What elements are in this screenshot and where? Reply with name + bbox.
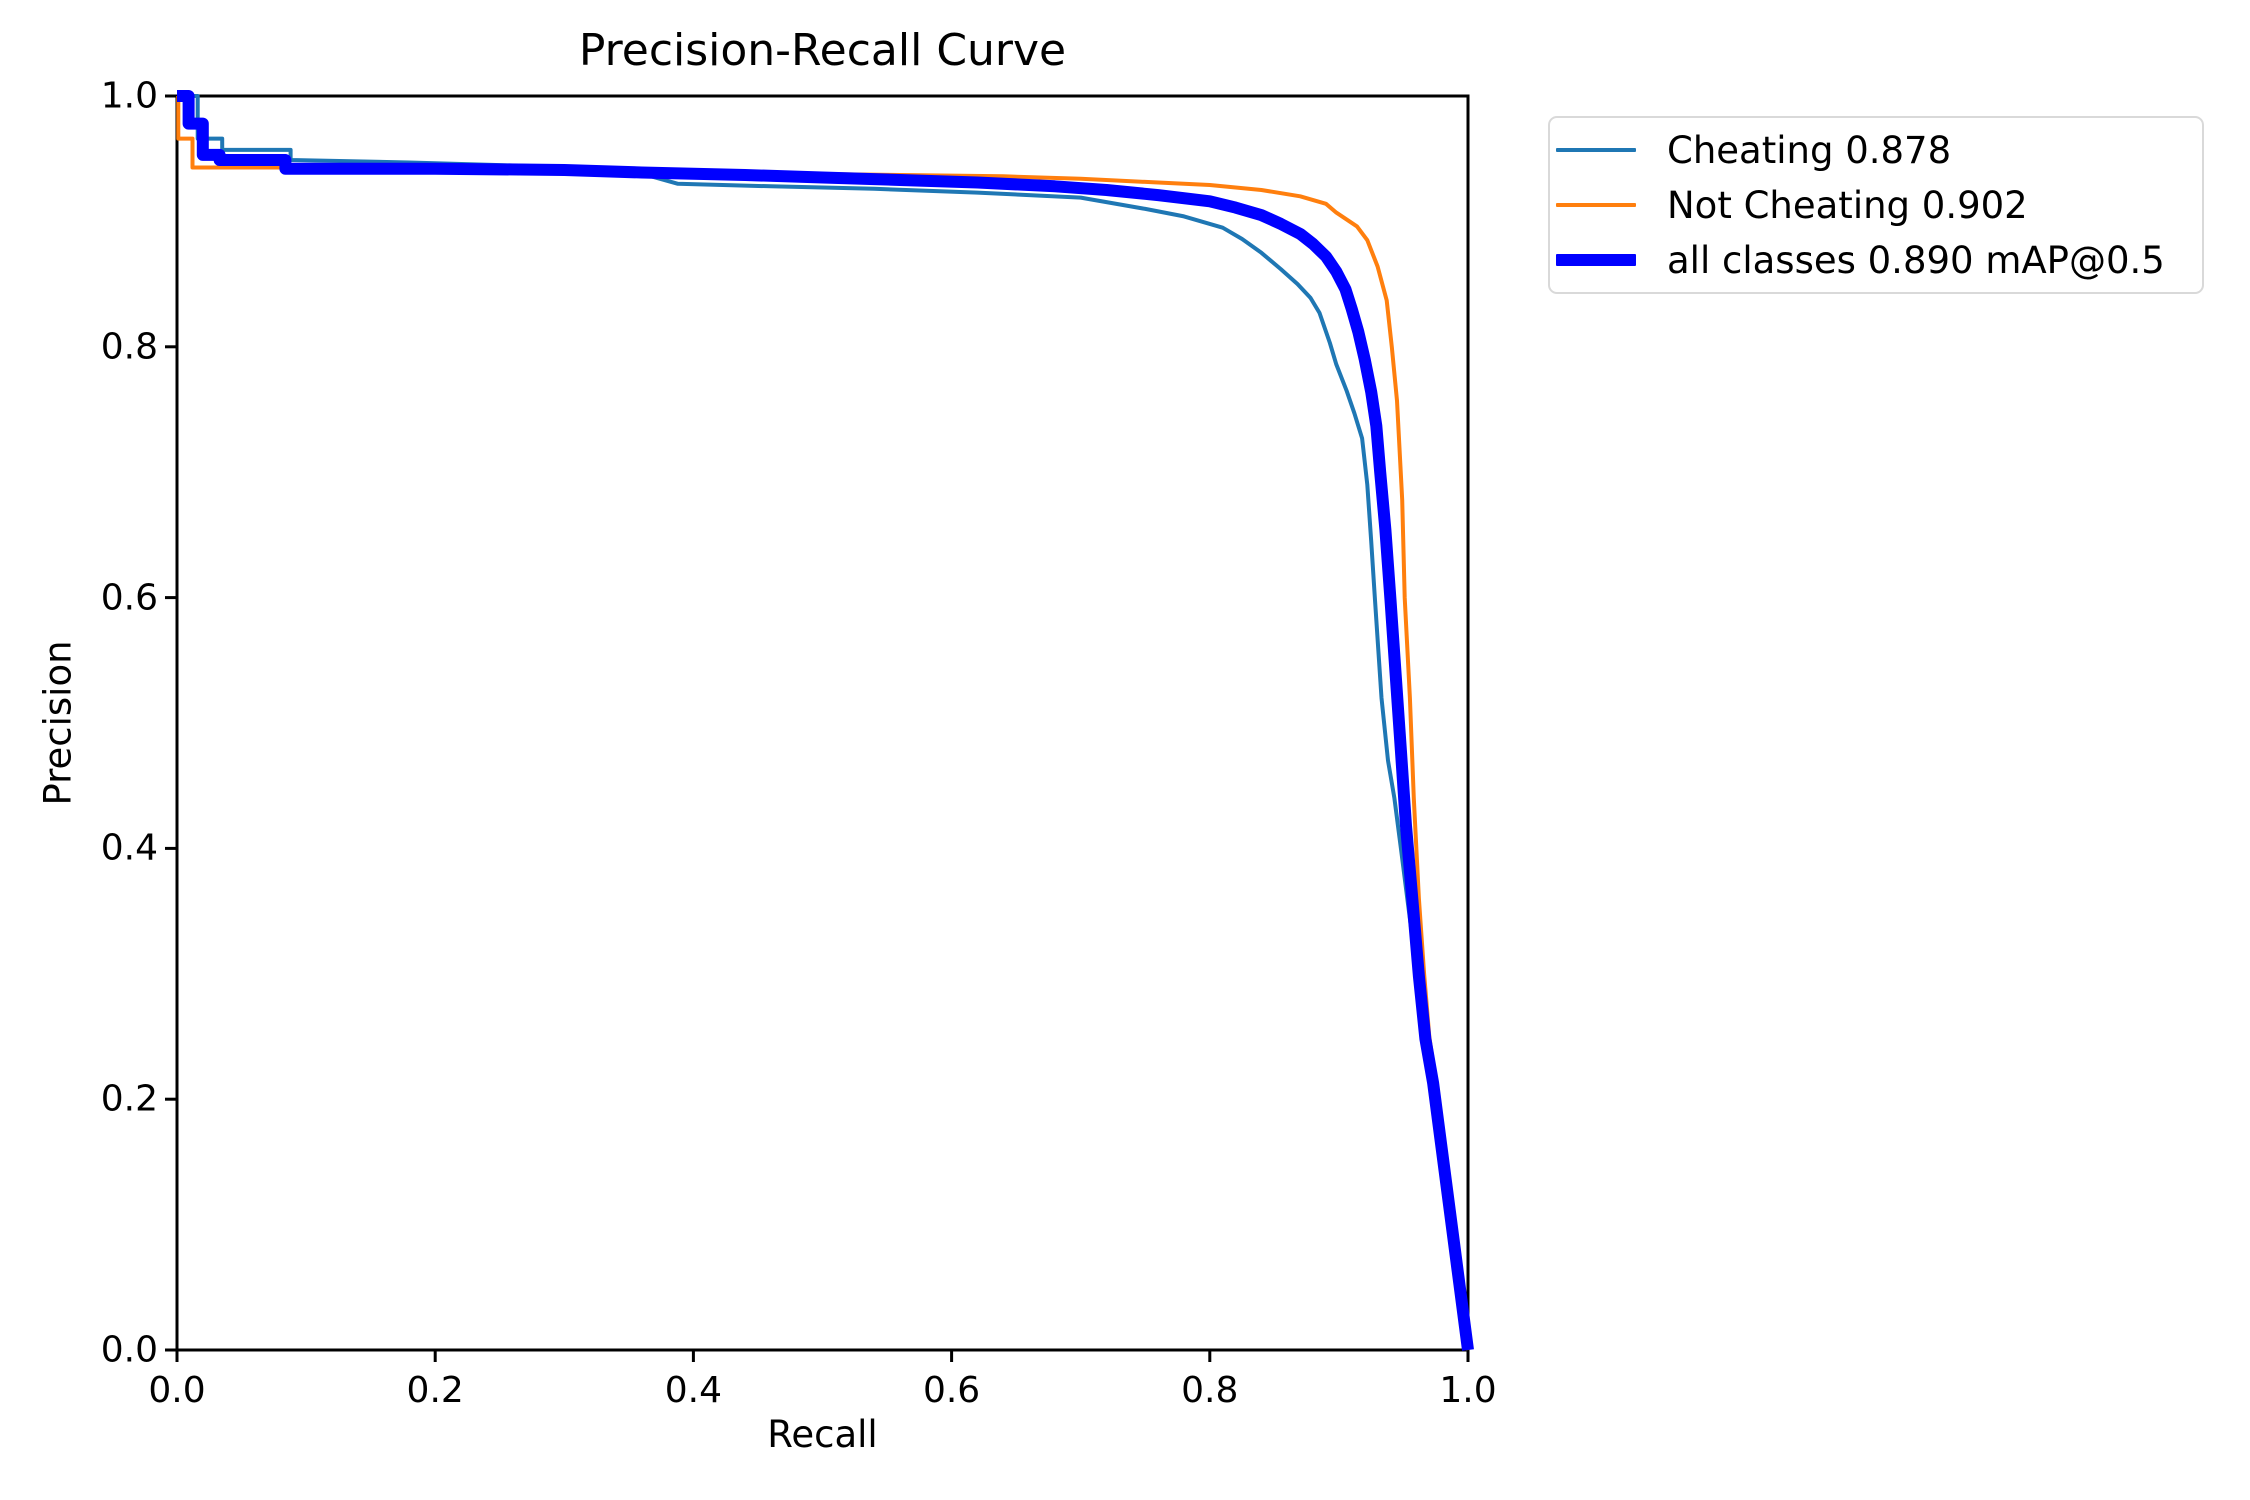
legend-label: Not Cheating 0.902 bbox=[1667, 183, 2028, 227]
x-axis-label: Recall bbox=[767, 1413, 878, 1456]
series-line-0 bbox=[177, 94, 1470, 1351]
y-tick-label: 0.8 bbox=[100, 326, 158, 368]
x-tick-label: 0.2 bbox=[406, 1370, 464, 1411]
series-line-2 bbox=[177, 90, 1474, 1351]
legend-line-sample bbox=[1556, 254, 1636, 266]
x-tick-label: 0.8 bbox=[1181, 1370, 1239, 1411]
x-tick-label: 0.4 bbox=[664, 1370, 723, 1411]
series-line-1 bbox=[176, 94, 1470, 1351]
legend-label: all classes 0.890 mAP@0.5 bbox=[1667, 238, 2165, 282]
y-tick-label: 0.4 bbox=[100, 827, 158, 869]
y-tick-label: 1.0 bbox=[100, 75, 158, 117]
x-tick-label: 1.0 bbox=[1439, 1370, 1497, 1411]
y-tick-label: 0.0 bbox=[100, 1329, 158, 1371]
y-axis-label: Precision bbox=[36, 640, 80, 806]
legend-item: Cheating 0.878 bbox=[1550, 123, 2202, 178]
x-tick-label: 0.6 bbox=[922, 1370, 981, 1411]
y-tick-label: 0.2 bbox=[100, 1078, 158, 1120]
legend-item: all classes 0.890 mAP@0.5 bbox=[1550, 233, 2202, 288]
legend-line-sample bbox=[1556, 203, 1636, 207]
legend: Cheating 0.878 Not Cheating 0.902 all clas… bbox=[1548, 116, 2204, 294]
legend-label: Cheating 0.878 bbox=[1667, 128, 1952, 172]
x-tick-label: 0.0 bbox=[148, 1370, 206, 1411]
legend-line-sample bbox=[1556, 148, 1636, 152]
axes-spines bbox=[175, 94, 1470, 1352]
legend-item: Not Cheating 0.902 bbox=[1550, 178, 2202, 233]
chart-title: Precision-Recall Curve bbox=[578, 25, 1067, 76]
y-tick-label: 0.6 bbox=[100, 577, 158, 619]
